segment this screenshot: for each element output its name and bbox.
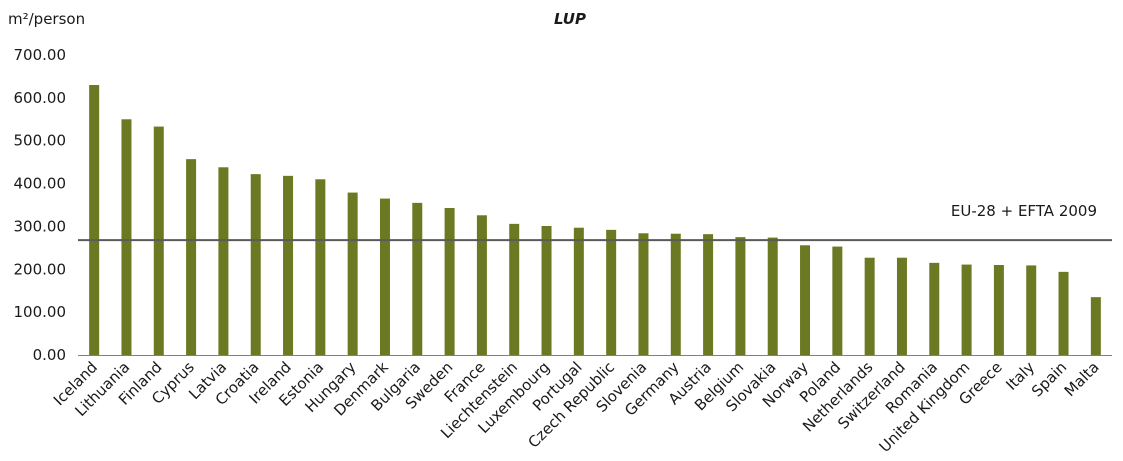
- bar-sweden: [444, 208, 455, 355]
- bar-portugal: [573, 227, 584, 355]
- y-tick-label: 300.00: [14, 217, 67, 235]
- bar-bulgaria: [412, 202, 423, 355]
- chart-title: LUP: [554, 10, 586, 28]
- bar-slovenia: [638, 233, 649, 355]
- bar-cyprus: [186, 159, 197, 355]
- bar-malta: [1090, 297, 1101, 355]
- bar-hungary: [347, 192, 358, 355]
- x-tick-label: Malta: [1061, 358, 1103, 400]
- bar-netherlands: [864, 257, 875, 355]
- bar-united-kingdom: [961, 264, 972, 355]
- bar-iceland: [89, 85, 100, 355]
- bar-ireland: [283, 175, 294, 355]
- bar-poland: [832, 246, 843, 355]
- bar-liechtenstein: [509, 223, 520, 355]
- bar-latvia: [218, 167, 229, 355]
- bar-norway: [800, 245, 811, 355]
- bar-luxembourg: [541, 226, 552, 355]
- x-axis-labels: IcelandLithuaniaFinlandCyprusLatviaCroat…: [50, 358, 1103, 456]
- bar-italy: [1026, 265, 1037, 355]
- y-tick-label: 0.00: [33, 346, 66, 364]
- bar-slovakia: [767, 237, 778, 355]
- bar-romania: [929, 262, 940, 355]
- y-axis-unit: m²/person: [8, 10, 85, 28]
- x-tick-label: Spain: [1028, 358, 1070, 400]
- bar-belgium: [735, 237, 746, 355]
- bar-switzerland: [896, 257, 907, 355]
- y-tick-label: 200.00: [14, 260, 67, 278]
- y-tick-label: 700.00: [14, 46, 67, 64]
- reference-line-label: EU-28 + EFTA 2009: [951, 202, 1097, 220]
- bar-croatia: [250, 174, 261, 355]
- bar-lithuania: [121, 119, 132, 356]
- y-tick-label: 400.00: [14, 175, 67, 193]
- bar-france: [476, 215, 487, 355]
- bar-germany: [670, 233, 681, 355]
- bars: [89, 85, 1101, 356]
- bar-greece: [993, 265, 1004, 355]
- bar-estonia: [315, 179, 326, 355]
- bar-denmark: [379, 198, 390, 355]
- y-tick-label: 500.00: [14, 132, 67, 150]
- y-tick-label: 100.00: [14, 303, 67, 321]
- y-tick-label: 600.00: [14, 89, 67, 107]
- bar-czech-republic: [606, 229, 617, 355]
- bar-spain: [1058, 271, 1069, 355]
- y-axis-ticks: 0.00 100.00 200.00 300.00 400.00 500.00 600.00…: [14, 46, 67, 364]
- bar-austria: [703, 234, 714, 355]
